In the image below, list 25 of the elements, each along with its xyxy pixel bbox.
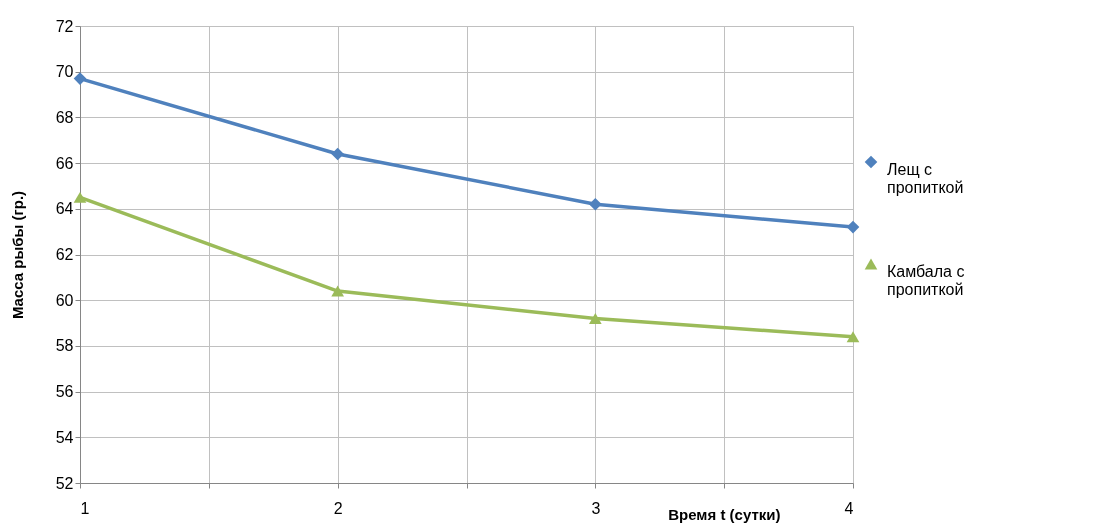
y-tick-label: 64 (55, 200, 74, 218)
y-tick-label: 58 (55, 337, 74, 355)
point (331, 147, 344, 161)
y-tick-label: 68 (55, 108, 74, 126)
point (73, 72, 87, 85)
y-tick-label: 62 (55, 246, 74, 263)
y-tick-label: 66 (55, 154, 74, 172)
legend-label: Лещ с пропиткой (887, 161, 964, 196)
x-tick-label: 4 (844, 499, 854, 517)
y-tick-label: 54 (55, 428, 74, 446)
y-tick-label: 56 (55, 383, 74, 401)
point (846, 331, 860, 343)
x-tick-label: 2 (333, 499, 343, 517)
y-tick-label: 60 (55, 291, 74, 309)
y-tick-label: 72 (55, 17, 74, 35)
legend-label: Камбала с пропиткой (887, 263, 965, 298)
point (846, 220, 860, 234)
y-axis-title: Масса рыбы (гр.) (8, 190, 26, 320)
y-tick-label: 52 (55, 474, 74, 492)
x-axis-title: Время t (сутки) (668, 505, 781, 523)
point (73, 191, 87, 203)
x-tick-label: 3 (591, 499, 601, 517)
y-tick-label: 70 (55, 63, 74, 81)
point (589, 197, 602, 211)
x-tick-label: 1 (80, 499, 90, 517)
